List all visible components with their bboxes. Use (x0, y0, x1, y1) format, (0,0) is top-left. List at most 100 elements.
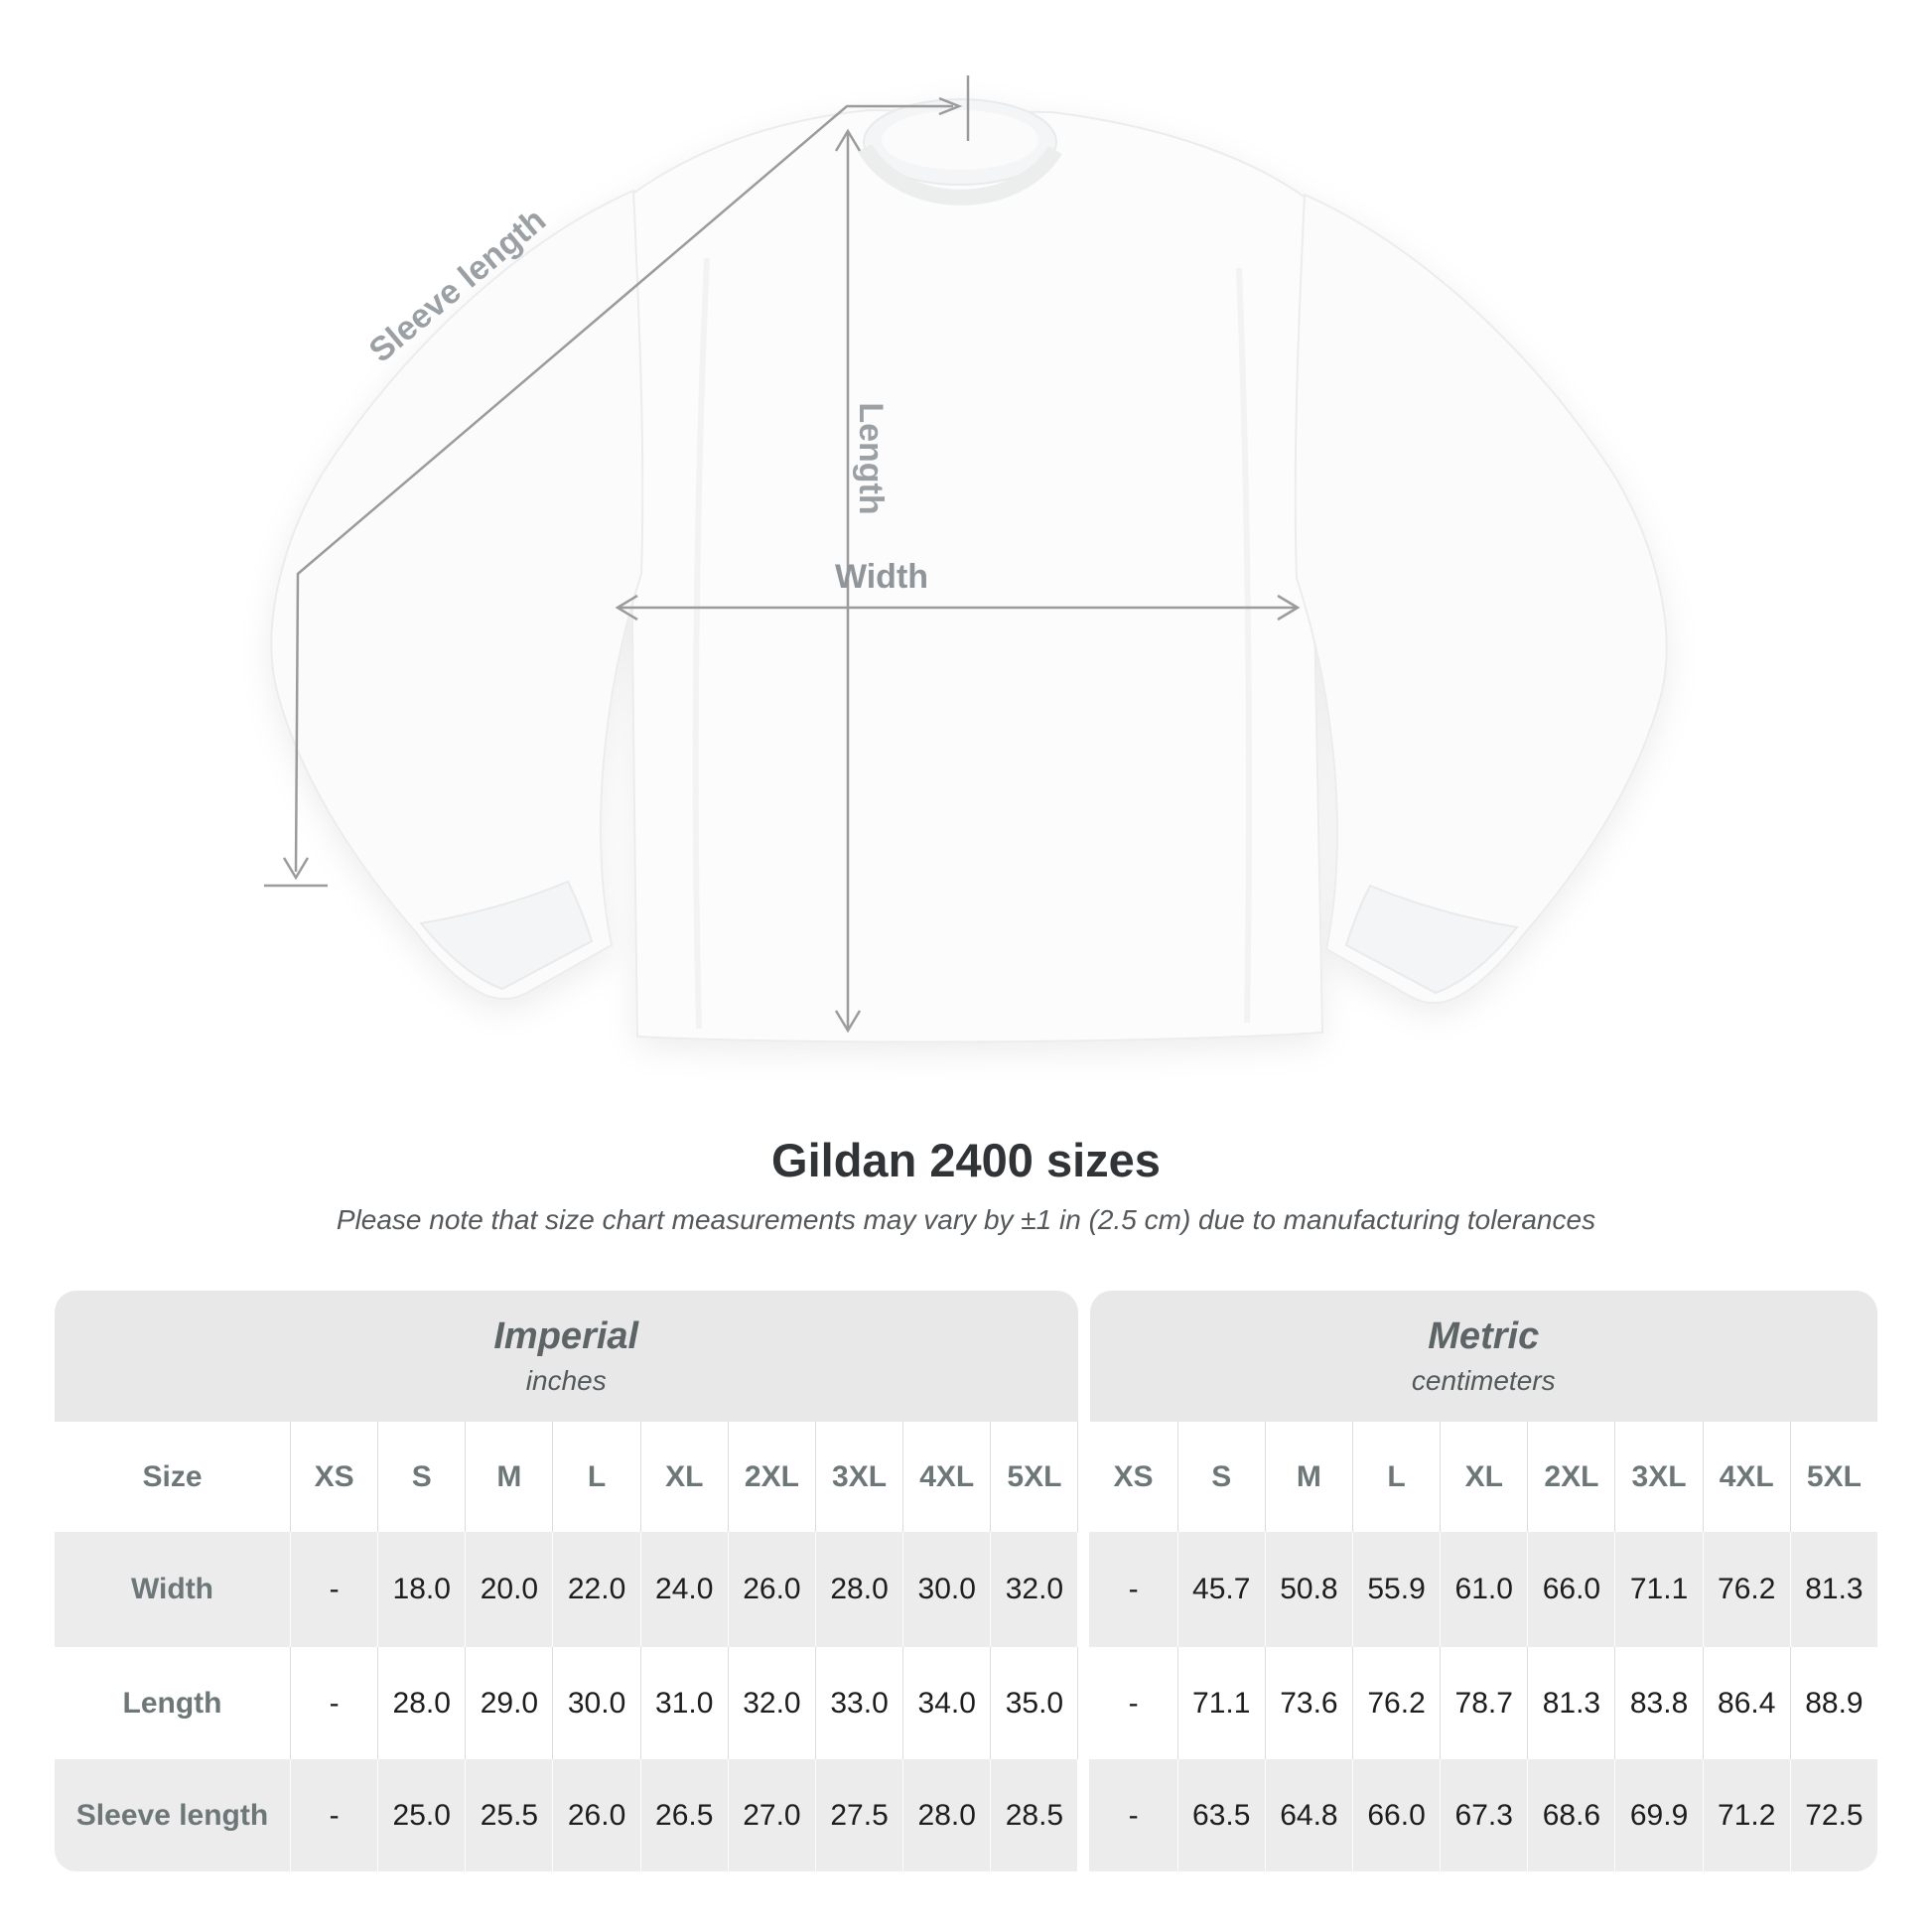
right-cuff (1344, 884, 1519, 995)
imperial-value-cell: - (290, 1532, 378, 1647)
metric-value-cell: 73.6 (1264, 1647, 1352, 1759)
size-header-imperial-2XL: 2XL (727, 1422, 815, 1532)
size-header-imperial-XS: XS (290, 1422, 377, 1532)
imperial-value-cell: 28.0 (814, 1532, 903, 1647)
length-label: Length (852, 402, 890, 514)
imperial-unit-header: Imperial inches (55, 1291, 1078, 1422)
metric-value-cell: 63.5 (1176, 1759, 1265, 1871)
metric-value-cell: 78.7 (1440, 1647, 1527, 1759)
size-header-metric-XS: XS (1113, 1459, 1154, 1493)
metric-value-cell: 55.9 (1351, 1532, 1441, 1647)
size-header-row: Size XS S M L XL 2XL 3XL 4XL 5XL XS S M L XL 2XL 3XL 4XL… (55, 1422, 1877, 1532)
metric-value-cell: 71.2 (1702, 1759, 1790, 1871)
fold-line (692, 257, 710, 1030)
metric-value-cell: 81.3 (1789, 1532, 1877, 1647)
imperial-value-cell: 34.0 (902, 1647, 990, 1759)
collar-inner (882, 110, 1038, 170)
metric-value-cell: 69.9 (1614, 1759, 1703, 1871)
size-header-imperial-S: S (377, 1422, 465, 1532)
imperial-value-cell: 18.0 (377, 1532, 466, 1647)
metric-value-cell: 86.4 (1702, 1647, 1790, 1759)
imperial-value-cell: 28.5 (990, 1759, 1078, 1871)
imperial-value-cell: 26.5 (639, 1759, 728, 1871)
metric-value-cell: - (1128, 1686, 1139, 1720)
group-gap (1077, 1647, 1089, 1759)
metric-value-cell: 61.0 (1440, 1532, 1528, 1647)
arrowhead-right-icon (938, 96, 963, 116)
imperial-value-cell: 32.0 (990, 1532, 1078, 1647)
group-gap (1077, 1532, 1089, 1647)
metric-value-cell: 81.3 (1527, 1647, 1614, 1759)
size-header-metric-4XL: 4XL (1702, 1422, 1790, 1532)
metric-value-cell: 76.2 (1351, 1647, 1440, 1759)
unit-header-row: Imperial inches Metric centimeters (55, 1291, 1877, 1422)
imperial-value-cell: 28.0 (902, 1759, 991, 1871)
metric-unit-label: centimeters (1411, 1365, 1556, 1396)
size-header-imperial-3XL: 3XL (814, 1422, 902, 1532)
metric-label: Metric (1428, 1315, 1540, 1357)
size-header-imperial-M: M (465, 1422, 552, 1532)
metric-value-cell: 71.1 (1176, 1647, 1265, 1759)
metric-value-cell: 45.7 (1176, 1532, 1265, 1647)
metric-value-cell: 64.8 (1264, 1759, 1352, 1871)
imperial-value-cell: - (290, 1759, 378, 1871)
size-header-imperial-4XL: 4XL (902, 1422, 990, 1532)
size-header-metric-M: M (1264, 1422, 1352, 1532)
page-subtitle: Please note that size chart measurements… (336, 1204, 1596, 1235)
imperial-unit-label: inches (525, 1365, 607, 1396)
group-gap (1077, 1422, 1089, 1532)
metric-value-cell: 72.5 (1789, 1759, 1877, 1871)
metric-value-cell: 88.9 (1789, 1647, 1877, 1759)
metric-unit-header: Metric centimeters (1089, 1291, 1877, 1422)
front-neckline (858, 143, 1062, 206)
size-header-imperial-L: L (552, 1422, 639, 1532)
size-table: Imperial inches Metric centimeters Size … (55, 1291, 1877, 1871)
imperial-label: Imperial (493, 1315, 639, 1357)
fold-line (1236, 267, 1252, 1024)
shirt-right-sleeve (1294, 193, 1668, 1005)
shirt-body (629, 108, 1324, 1043)
metric-value-cell: 68.6 (1527, 1759, 1615, 1871)
imperial-value-cell: 26.0 (727, 1532, 815, 1647)
imperial-value-cell: 27.5 (814, 1759, 903, 1871)
metric-value-cell: 71.1 (1614, 1532, 1703, 1647)
metric-value-cell: 50.8 (1264, 1532, 1352, 1647)
size-header-metric-S: S (1176, 1422, 1265, 1532)
table-body: Width -18.0 20.0 22.0 24.0 26.0 28.0 30.0 32.0-4… (55, 1532, 1877, 1871)
imperial-value-cell: 26.0 (552, 1759, 640, 1871)
table-row-sleeve-length: Sleeve length -25.0 25.5 26.0 26.5 27.0 27.5 28… (55, 1759, 1877, 1871)
left-cuff (419, 880, 594, 991)
metric-value-cell: 66.0 (1527, 1532, 1615, 1647)
size-header-metric-2XL: 2XL (1527, 1422, 1614, 1532)
row-label: Width (55, 1532, 290, 1647)
size-header-metric-5XL: 5XL (1789, 1422, 1877, 1532)
imperial-value-cell: 24.0 (639, 1532, 728, 1647)
arrowhead-down-icon (834, 1010, 862, 1034)
imperial-value-cell: 27.0 (727, 1759, 815, 1871)
group-gap (1077, 1759, 1089, 1871)
imperial-value-cell: - (290, 1647, 377, 1759)
metric-value-cell: 76.2 (1702, 1532, 1790, 1647)
width-label: Width (835, 558, 928, 596)
imperial-value-cell: 35.0 (990, 1647, 1077, 1759)
imperial-value-cell: 33.0 (814, 1647, 902, 1759)
metric-value-cell: - (1089, 1532, 1177, 1647)
imperial-value-cell: 28.0 (377, 1647, 465, 1759)
arrowhead-left-icon (615, 594, 638, 621)
table-row-length: Length -28.0 29.0 30.0 31.0 32.0 33.0 34.0 35.0-… (55, 1647, 1877, 1759)
imperial-value-cell: 30.0 (902, 1532, 991, 1647)
metric-value-cell: 67.3 (1440, 1759, 1528, 1871)
shirt-left-sleeve (270, 189, 644, 1001)
size-header-metric-XL: XL (1440, 1422, 1527, 1532)
imperial-value-cell: 30.0 (552, 1647, 639, 1759)
row-label: Length (122, 1686, 222, 1720)
imperial-value-cell: 20.0 (465, 1532, 553, 1647)
metric-value-cell: - (1089, 1759, 1177, 1871)
imperial-value-cell: 25.0 (377, 1759, 466, 1871)
metric-value-cell: 83.8 (1614, 1647, 1702, 1759)
size-header-imperial-XL: XL (639, 1422, 728, 1532)
size-corner-label: Size (142, 1459, 203, 1493)
arrowhead-up-icon (834, 128, 862, 152)
imperial-value-cell: 31.0 (639, 1647, 728, 1759)
